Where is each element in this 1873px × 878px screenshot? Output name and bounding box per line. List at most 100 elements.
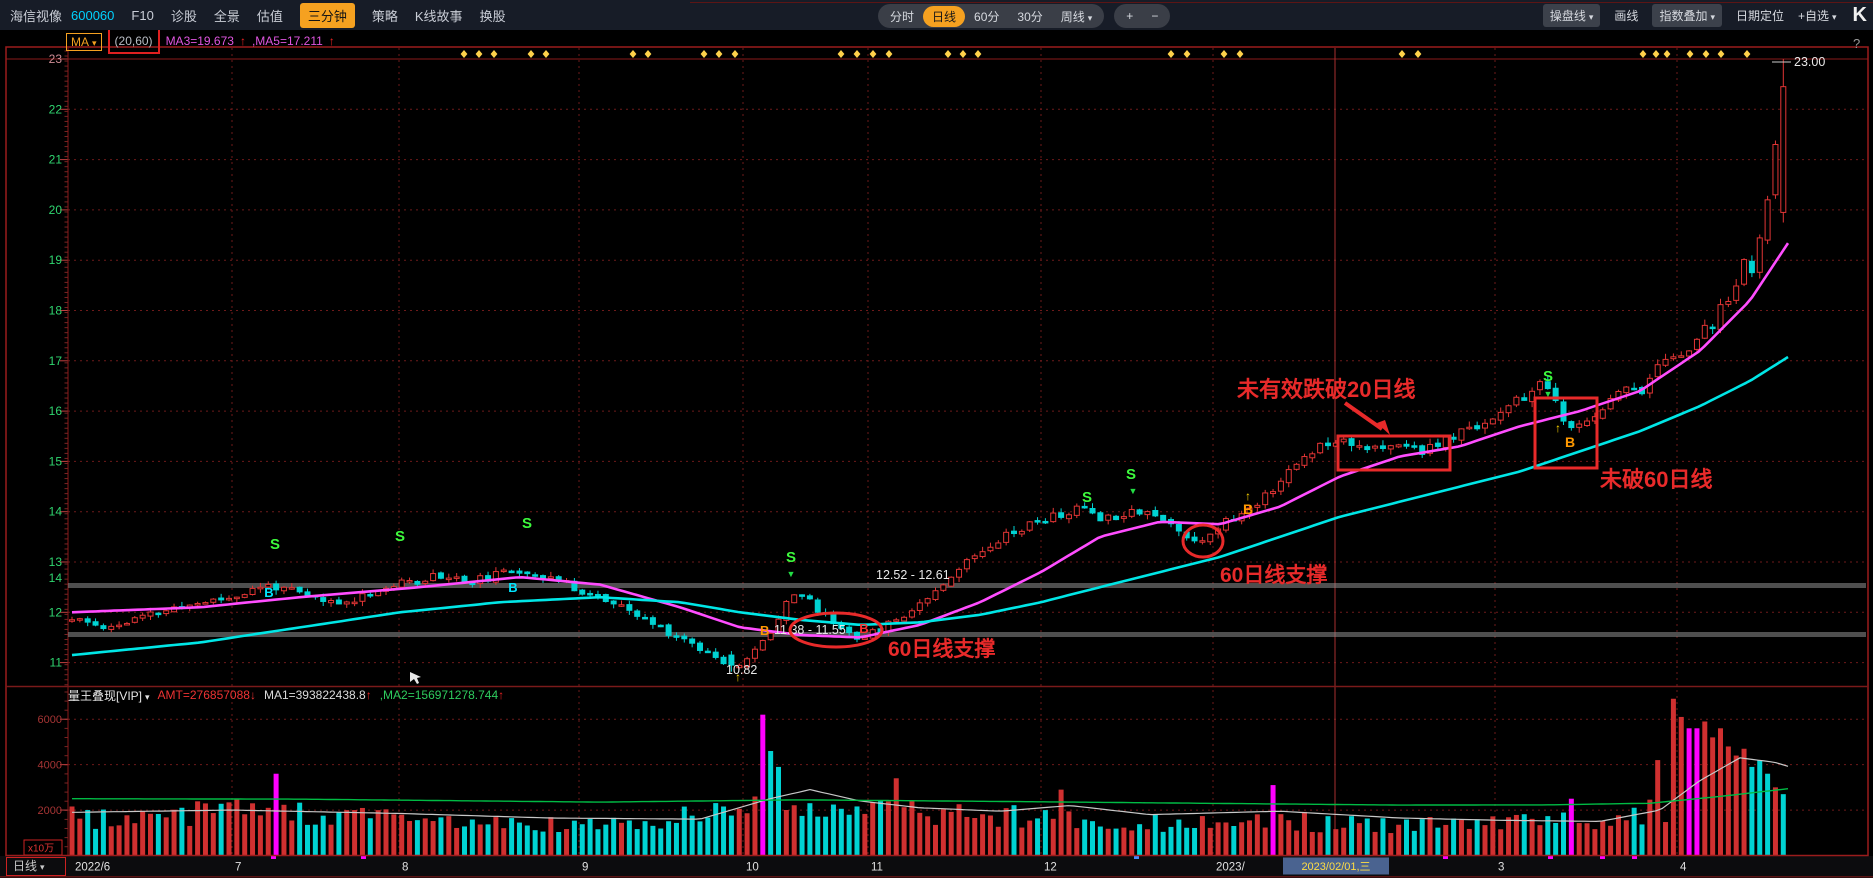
period-tab-rixian[interactable]: 日线 — [923, 5, 966, 27]
window-top-border — [690, 2, 1873, 3]
svg-text:2023/02/01,三: 2023/02/01,三 — [1301, 861, 1370, 873]
riqi-dingwei-button[interactable]: 日期定位 — [1735, 9, 1784, 23]
svg-text:2000: 2000 — [38, 805, 62, 817]
bottom-period-selector[interactable]: 日线 — [6, 857, 66, 876]
menu-item-f10[interactable]: F10 — [131, 7, 154, 23]
menu-item-huangu[interactable]: 换股 — [479, 8, 506, 24]
signal-diamonds-row — [460, 50, 1751, 58]
amt-down-arrow-icon: ↓ — [249, 688, 256, 702]
menu-item-sanfenzhong[interactable]: 三分钟 — [299, 2, 355, 28]
svg-text:▼: ▼ — [1129, 486, 1138, 496]
ma60-line — [71, 355, 1789, 657]
svg-text:S: S — [522, 515, 532, 532]
svg-text:11.38 - 11.55: 11.38 - 11.55 — [774, 623, 846, 637]
period-tab-30min[interactable]: 30分 — [1017, 9, 1043, 24]
add-favorite-button[interactable]: +自选 — [1798, 7, 1837, 24]
stock-code[interactable]: 600060 — [71, 7, 115, 23]
ma3-value: MA3=19.673 — [165, 34, 234, 48]
svg-text:未破60日线: 未破60日线 — [1600, 467, 1712, 492]
svg-text:未有效跌破20日线: 未有效跌破20日线 — [1237, 377, 1415, 402]
candles-layer — [69, 59, 1787, 672]
svg-text:19: 19 — [49, 253, 63, 267]
svg-text:S: S — [1082, 489, 1092, 506]
svg-text:12: 12 — [1044, 862, 1057, 874]
svg-text:10.82: 10.82 — [726, 663, 757, 677]
caopanxian-button[interactable]: 操盘线 — [1542, 4, 1601, 27]
svg-text:12.52 - 12.61: 12.52 - 12.61 — [876, 568, 950, 582]
volume-indicator-row: 量王叠现[VIP] AMT=276857088↓ MA1=393822438.8… — [68, 687, 504, 703]
svg-text:11: 11 — [50, 656, 63, 670]
svg-text:B: B — [508, 580, 517, 595]
svg-text:8: 8 — [402, 862, 408, 874]
volume-layer — [69, 698, 1786, 856]
stock-name[interactable]: 海信视像 — [10, 8, 63, 24]
gridlines — [6, 48, 1868, 856]
ma-params-highlight-box[interactable]: (20,60) — [107, 28, 160, 54]
menu-item-guzhi[interactable]: 估值 — [256, 8, 283, 24]
svg-text:14: 14 — [49, 571, 63, 585]
svg-text:S: S — [395, 528, 405, 545]
vol-ma2-up-arrow-icon: ↑ — [498, 687, 505, 702]
period-tab-zhouxian-dropdown[interactable]: 周线 — [1052, 6, 1102, 27]
trade-markers: S S S S S S S B B B B B ▼ ▼ ▼ ↑ ↑ ↑ — [264, 368, 1575, 684]
app-logo: K — [1852, 4, 1867, 26]
svg-text:↑: ↑ — [1245, 489, 1251, 503]
period-tab-60min[interactable]: 60分 — [974, 9, 1000, 24]
svg-text:B: B — [760, 623, 769, 638]
axis-tick-marks — [60, 48, 69, 856]
ma-dropdown[interactable]: MA — [66, 33, 102, 51]
amt-value: AMT=276857088 — [157, 688, 250, 702]
svg-text:S: S — [786, 549, 796, 566]
zoom-out-button[interactable]: − — [1151, 9, 1159, 23]
svg-text:↑: ↑ — [735, 670, 741, 684]
svg-text:S: S — [1126, 466, 1136, 483]
date-highlight-box[interactable]: 2023/02/01,三 — [1283, 857, 1389, 875]
svg-text:10: 10 — [746, 862, 759, 874]
svg-text:12: 12 — [49, 605, 63, 619]
menu-item-kxian-gushi[interactable]: K线故事 — [414, 8, 463, 24]
period-tab-fenshi[interactable]: 分时 — [890, 9, 915, 24]
volume-axis-labels: 6000 4000 2000 x10万 — [23, 714, 63, 856]
misc-overlay: ? — [410, 36, 1860, 684]
svg-text:14: 14 — [49, 505, 63, 519]
chart-borders — [0, 46, 1873, 878]
svg-text:B: B — [859, 621, 868, 636]
menu-item-quanjing[interactable]: 全景 — [213, 8, 240, 24]
svg-text:▼: ▼ — [787, 569, 796, 579]
vol-ma1-up-arrow-icon: ↑ — [365, 687, 372, 702]
vol-ma1-value: MA1=393822438.8 — [263, 687, 366, 702]
period-pill-group: 分时 日线 60分 30分 周线 — [878, 4, 1105, 28]
mouse-cursor — [410, 672, 421, 684]
svg-text:16: 16 — [49, 404, 63, 418]
support-bands — [68, 583, 1866, 637]
menu-item-celue[interactable]: 策略 — [371, 8, 398, 24]
svg-text:4000: 4000 — [38, 760, 62, 772]
zoom-in-button[interactable]: + — [1126, 9, 1134, 23]
svg-text:7: 7 — [235, 862, 241, 874]
svg-text:11: 11 — [871, 862, 883, 874]
period-switcher: 分时 日线 60分 30分 周线 + − — [878, 4, 1171, 28]
toolbar-left-group: 海信视像 600060 F10 诊股 全景 估值 三分钟 策略 K线故事 换股 — [10, 0, 506, 30]
svg-text:S: S — [1543, 368, 1553, 385]
svg-text:B: B — [1565, 434, 1575, 450]
svg-text:↑: ↑ — [1555, 421, 1561, 435]
svg-text:60日线支撑: 60日线支撑 — [1220, 563, 1327, 587]
svg-text:S: S — [270, 536, 280, 553]
volume-indicator-dropdown[interactable]: 量王叠现[VIP] — [68, 687, 150, 704]
zhishu-diejia-button[interactable]: 指数叠加 — [1652, 4, 1722, 27]
svg-text:15: 15 — [49, 454, 63, 468]
ma-indicator-row: MA (20,60) MA3=19.673 ↑ ,MA5=17.211 ↑ — [66, 28, 335, 54]
toolbar-right-group: 操盘线 画线 指数叠加 日期定位 +自选 K — [1542, 4, 1867, 27]
menu-item-zhengu[interactable]: 诊股 — [170, 8, 197, 24]
ma5-up-arrow-icon: ↑ — [328, 34, 335, 48]
zoom-pill-group: + − — [1114, 4, 1171, 28]
volume-ma1-line — [72, 757, 1789, 822]
svg-text:17: 17 — [49, 354, 63, 368]
ma5-value: ,MA5=17.211 — [251, 34, 323, 48]
svg-text:3: 3 — [1498, 862, 1504, 874]
svg-text:2022/6: 2022/6 — [75, 862, 110, 874]
huaxian-button[interactable]: 画线 — [1614, 9, 1639, 23]
price-axis-labels: 23 22 21 20 19 18 17 16 15 14 13 12 11 14 — [49, 52, 63, 670]
